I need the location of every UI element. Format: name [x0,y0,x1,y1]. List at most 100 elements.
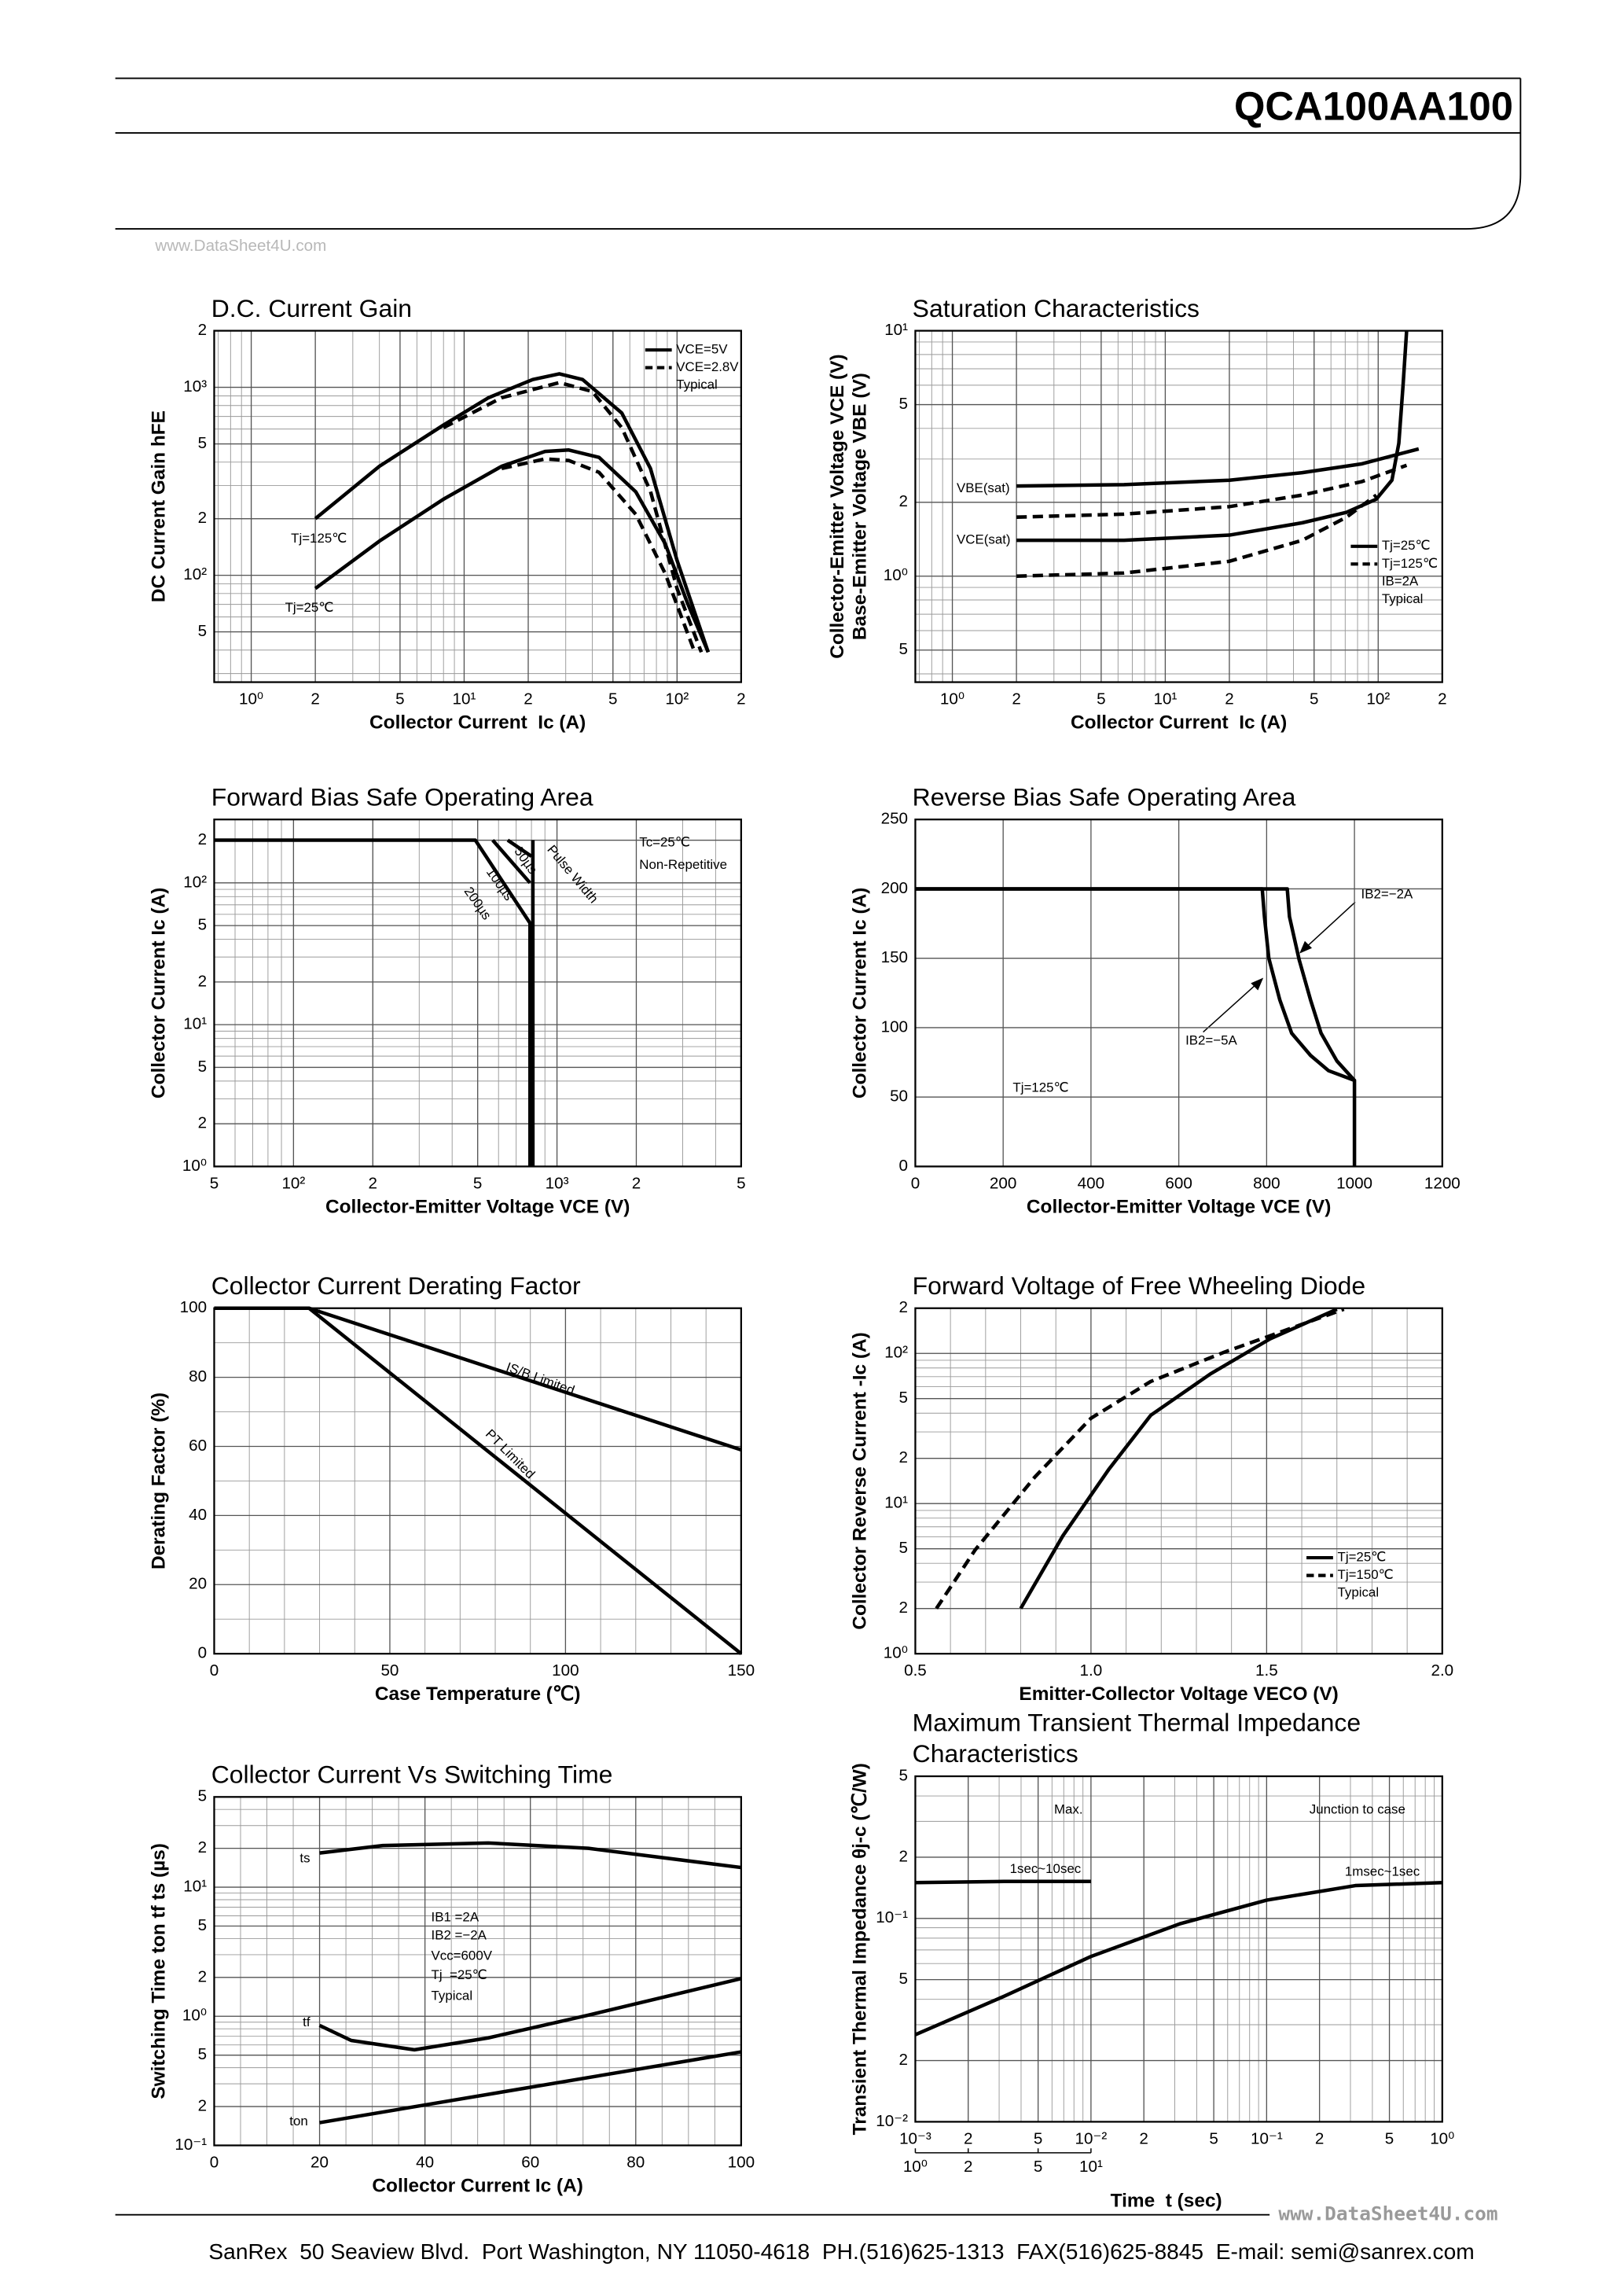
curve [314,372,711,653]
y-tick-label: 10² [183,565,207,583]
plot-frame [914,1307,1443,1655]
plot-frame [914,329,1443,683]
y-tick-label: 5 [899,640,908,658]
x-tick-label: 2 [964,2129,972,2147]
y-tick-label: 0 [899,1157,908,1175]
y-tick-label: 5 [198,916,207,934]
x-tick-label: 10¹ [1154,690,1178,708]
watermark: www.DataSheet4U.com [154,237,326,255]
x-tick-label: 10⁻³ [899,2129,931,2147]
y-tick-label: 10⁻¹ [876,1908,908,1926]
y-tick-label: 2 [198,830,207,848]
y-tick-label: 10² [183,873,207,891]
curve [319,1841,742,1870]
annotation: VCE(sat) [957,532,1011,547]
chart-title: Characteristics [913,1739,1078,1768]
legend-label: VCE=2.8V [676,359,739,374]
x-tick-label: 10¹ [453,690,476,708]
y-tick-label: 10¹ [884,321,908,339]
annotation: 1msec~1sec [1345,1864,1420,1879]
curve [1016,463,1408,519]
legend-label: Typical [676,377,718,392]
x-tick-label: 2 [524,690,532,708]
x-tick-label: 5 [1097,690,1105,708]
plot-frame [213,1796,742,2147]
curve [318,1977,742,2052]
y-tick-label: 5 [899,1766,908,1784]
y-tick-label: 20 [189,1575,207,1593]
y-tick-label: 5 [899,1389,908,1407]
x-tick-label: 100 [728,2153,755,2171]
y-axis-label: Switching Time ton tf ts (µs) [148,1843,169,2099]
x-tick-label: 1.5 [1255,1661,1278,1680]
annotation: Tj=25℃ [285,600,334,615]
annotation: IB2=−2A [1361,886,1413,901]
annotation: ts [299,1851,310,1866]
x-axis-label: Collector-Emitter Voltage VCE (V) [325,1197,630,1218]
x-tick-label: 5 [608,690,617,708]
chart-title: D.C. Current Gain [211,294,412,322]
x-tick-label: 5 [737,1174,745,1192]
x-tick-label: 2 [1012,690,1020,708]
annotation: Junction to case [1310,1802,1405,1817]
chart-title: Maximum Transient Thermal Impedance [913,1709,1361,1737]
curve [914,1880,1442,2037]
y-axis-label: Collector Current Ic (A) [849,888,870,1098]
annotation: tf [303,2015,310,2029]
curve [314,448,710,653]
curve [1016,493,1378,579]
y-tick-label: 250 [881,810,908,828]
curve [443,381,704,653]
annotation: 1sec~10sec [1010,1861,1082,1876]
curve [915,1879,1091,1885]
y-axis-label: Derating Factor (%) [148,1393,169,1569]
x-tick-label: 2 [632,1174,641,1192]
curve [1019,1307,1338,1610]
x-tick-label: 2 [1139,2129,1148,2147]
x-tick-label: 10⁰ [239,690,263,708]
y-tick-label: 5 [198,622,207,640]
plot-frame [213,329,742,683]
x-tick-label: 2 [1438,690,1446,708]
x-tick-label: 1000 [1336,1174,1372,1192]
y-tick-label: 2 [899,1298,908,1316]
y-tick-label: 5 [899,395,908,413]
curve [501,457,696,653]
y-tick-label: 2 [198,972,207,990]
y-tick-label: 5 [899,1539,908,1557]
x-tick-label: 0.5 [904,1661,927,1680]
x-axis-label: Emitter-Collector Voltage VECO (V) [1019,1683,1338,1705]
legend-label: VCE=5V [676,342,728,357]
part-number: QCA100AA100 [1234,83,1513,128]
y-tick-label: 10⁰ [182,1157,207,1175]
legend-label: Tj=25℃ [1382,538,1431,553]
legend-label: Typical [1382,591,1424,606]
x-axis-label: Collector-Emitter Voltage VCE (V) [1027,1197,1331,1218]
x2-tick-label: 10¹ [1079,2158,1103,2176]
plot-frame [213,819,742,1168]
annotation: Vcc=600V [432,1948,493,1963]
x-tick-label: 800 [1253,1174,1280,1192]
x-tick-label: 10² [281,1174,305,1192]
chart-title: Collector Current Vs Switching Time [211,1760,613,1788]
annotation: IB1 =2A [432,1910,479,1925]
x-tick-label: 10² [1366,690,1390,708]
y-tick-label: 10¹ [183,1878,207,1896]
annotation: IB2=−5A [1185,1032,1237,1047]
x-tick-label: 2 [1225,690,1233,708]
y-tick-label: 5 [198,1916,207,1934]
y-axis-label: Base-Emitter Voltage VBE (V) [849,373,870,640]
y-tick-label: 40 [189,1506,207,1524]
y-tick-label: 10¹ [884,1494,908,1512]
x-tick-label: 5 [395,690,404,708]
y-tick-label: 100 [881,1017,908,1036]
x-tick-label: 50 [380,1661,399,1680]
y-tick-label: 0 [198,1644,207,1662]
x-tick-label: 40 [416,2153,434,2171]
arrow [1203,978,1263,1033]
x-tick-label: 80 [626,2153,645,2171]
x-tick-label: 2.0 [1431,1661,1453,1680]
